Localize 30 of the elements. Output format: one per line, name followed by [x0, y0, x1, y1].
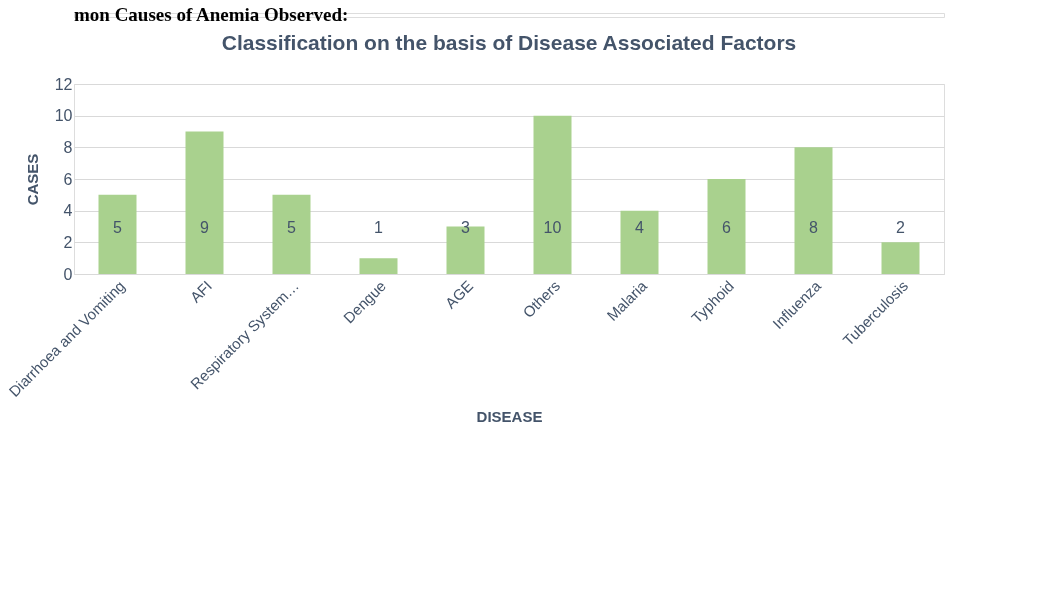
y-tick-label: 10: [54, 107, 73, 125]
data-label: 1: [374, 219, 384, 236]
bar: [881, 242, 920, 274]
y-tick-label: 8: [63, 138, 73, 156]
y-tick-label: 6: [63, 170, 73, 188]
x-tick-label: AFI: [186, 277, 216, 306]
bar: [272, 194, 311, 274]
chart-title: Classification on the basis of Disease Associated Factors: [221, 31, 797, 54]
y-tick-label: 12: [54, 75, 73, 93]
data-label: 9: [200, 219, 210, 236]
bar: [533, 115, 572, 274]
text: mon Causes of Anemia Observed:: [74, 4, 349, 25]
data-label: 5: [113, 219, 123, 236]
y-axis-title: CASES: [23, 153, 41, 206]
y-tick-label: 4: [63, 202, 73, 220]
bar: [620, 210, 659, 274]
data-label: 8: [809, 219, 819, 236]
bar: [794, 147, 833, 274]
bar: [185, 131, 224, 274]
data-label: 4: [635, 219, 645, 236]
bar: [98, 194, 137, 274]
y-tick-label: 0: [63, 265, 73, 283]
x-axis-title: DISEASE: [476, 407, 543, 425]
data-label: 10: [543, 219, 562, 236]
y-tick-label: 2: [63, 233, 73, 251]
data-label: 6: [722, 219, 732, 236]
data-label: 2: [896, 219, 906, 236]
bar: [359, 258, 398, 274]
bar: [707, 179, 746, 274]
data-label: 5: [287, 219, 297, 236]
